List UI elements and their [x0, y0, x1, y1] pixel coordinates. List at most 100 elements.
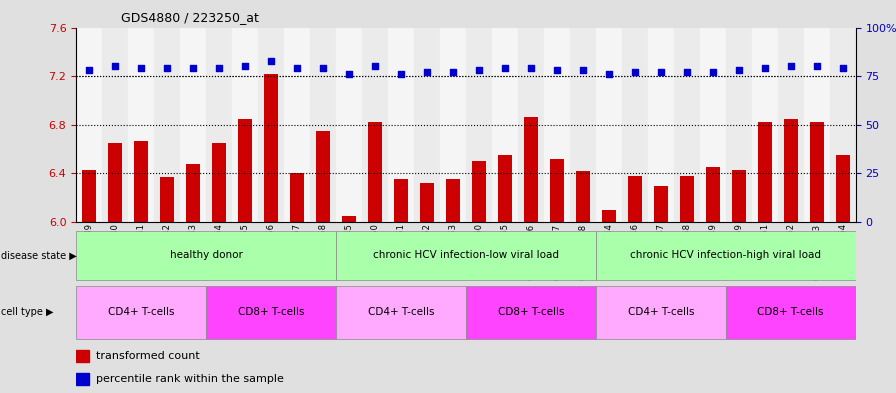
- Bar: [758, 122, 771, 222]
- Point: [706, 69, 720, 75]
- Bar: [316, 131, 330, 222]
- Point: [680, 69, 694, 75]
- Bar: [336, 286, 466, 339]
- Bar: [180, 28, 206, 222]
- Bar: [726, 286, 856, 339]
- Text: GDS4880 / 223250_at: GDS4880 / 223250_at: [121, 11, 259, 24]
- Bar: [596, 231, 856, 280]
- Bar: [778, 28, 804, 222]
- Point: [836, 65, 850, 72]
- Text: healthy donor: healthy donor: [169, 250, 243, 261]
- Bar: [550, 159, 564, 222]
- Bar: [108, 143, 122, 222]
- Text: CD8+ T-cells: CD8+ T-cells: [757, 307, 824, 318]
- Text: CD4+ T-cells: CD4+ T-cells: [108, 307, 175, 318]
- Point: [82, 67, 97, 73]
- Bar: [466, 286, 596, 339]
- Bar: [420, 183, 434, 222]
- Text: CD8+ T-cells: CD8+ T-cells: [497, 307, 564, 318]
- Point: [212, 65, 227, 72]
- Point: [810, 63, 824, 70]
- Bar: [726, 28, 752, 222]
- Bar: [232, 28, 258, 222]
- Point: [186, 65, 201, 72]
- Bar: [804, 28, 830, 222]
- Point: [602, 71, 616, 77]
- Point: [446, 69, 461, 75]
- Bar: [76, 231, 336, 280]
- Bar: [336, 28, 362, 222]
- Bar: [186, 163, 200, 222]
- Point: [550, 67, 564, 73]
- Bar: [362, 28, 388, 222]
- Bar: [602, 210, 616, 222]
- Bar: [310, 28, 336, 222]
- Point: [108, 63, 123, 70]
- Text: chronic HCV infection-low viral load: chronic HCV infection-low viral load: [373, 250, 559, 261]
- Point: [160, 65, 175, 72]
- Bar: [342, 216, 356, 222]
- Point: [290, 65, 305, 72]
- Bar: [576, 171, 590, 222]
- Point: [576, 67, 590, 73]
- Bar: [394, 180, 408, 222]
- Bar: [102, 28, 128, 222]
- Bar: [830, 28, 856, 222]
- Text: chronic HCV infection-high viral load: chronic HCV infection-high viral load: [630, 250, 822, 261]
- Bar: [212, 143, 226, 222]
- Bar: [128, 28, 154, 222]
- Point: [342, 71, 357, 77]
- Bar: [836, 155, 849, 222]
- Point: [368, 63, 383, 70]
- Bar: [76, 373, 89, 385]
- Bar: [154, 28, 180, 222]
- Bar: [160, 177, 174, 222]
- Bar: [674, 28, 700, 222]
- Text: percentile rank within the sample: percentile rank within the sample: [96, 374, 284, 384]
- Bar: [134, 141, 148, 222]
- Point: [654, 69, 668, 75]
- Text: cell type ▶: cell type ▶: [1, 307, 54, 318]
- Point: [394, 71, 409, 77]
- Bar: [472, 161, 486, 222]
- Point: [238, 63, 253, 70]
- Bar: [466, 28, 492, 222]
- Bar: [784, 119, 797, 222]
- Bar: [76, 28, 102, 222]
- Point: [524, 65, 538, 72]
- Bar: [264, 74, 278, 222]
- Bar: [654, 185, 668, 222]
- Bar: [700, 28, 726, 222]
- Bar: [622, 28, 648, 222]
- Bar: [498, 155, 512, 222]
- Bar: [336, 231, 596, 280]
- Bar: [732, 170, 745, 222]
- Bar: [446, 180, 460, 222]
- Point: [732, 67, 746, 73]
- Bar: [648, 28, 674, 222]
- Bar: [596, 28, 622, 222]
- Text: CD8+ T-cells: CD8+ T-cells: [237, 307, 305, 318]
- Bar: [284, 28, 310, 222]
- Bar: [440, 28, 466, 222]
- Bar: [518, 28, 544, 222]
- Bar: [628, 176, 642, 222]
- Bar: [492, 28, 518, 222]
- Point: [264, 57, 279, 64]
- Bar: [680, 176, 694, 222]
- Bar: [258, 28, 284, 222]
- Bar: [544, 28, 570, 222]
- Bar: [76, 350, 89, 362]
- Point: [420, 69, 435, 75]
- Bar: [290, 173, 304, 222]
- Bar: [76, 286, 206, 339]
- Bar: [810, 122, 823, 222]
- Text: disease state ▶: disease state ▶: [1, 250, 77, 261]
- Point: [498, 65, 513, 72]
- Bar: [570, 28, 596, 222]
- Point: [628, 69, 642, 75]
- Bar: [368, 122, 382, 222]
- Bar: [706, 167, 719, 222]
- Point: [758, 65, 772, 72]
- Bar: [524, 118, 538, 222]
